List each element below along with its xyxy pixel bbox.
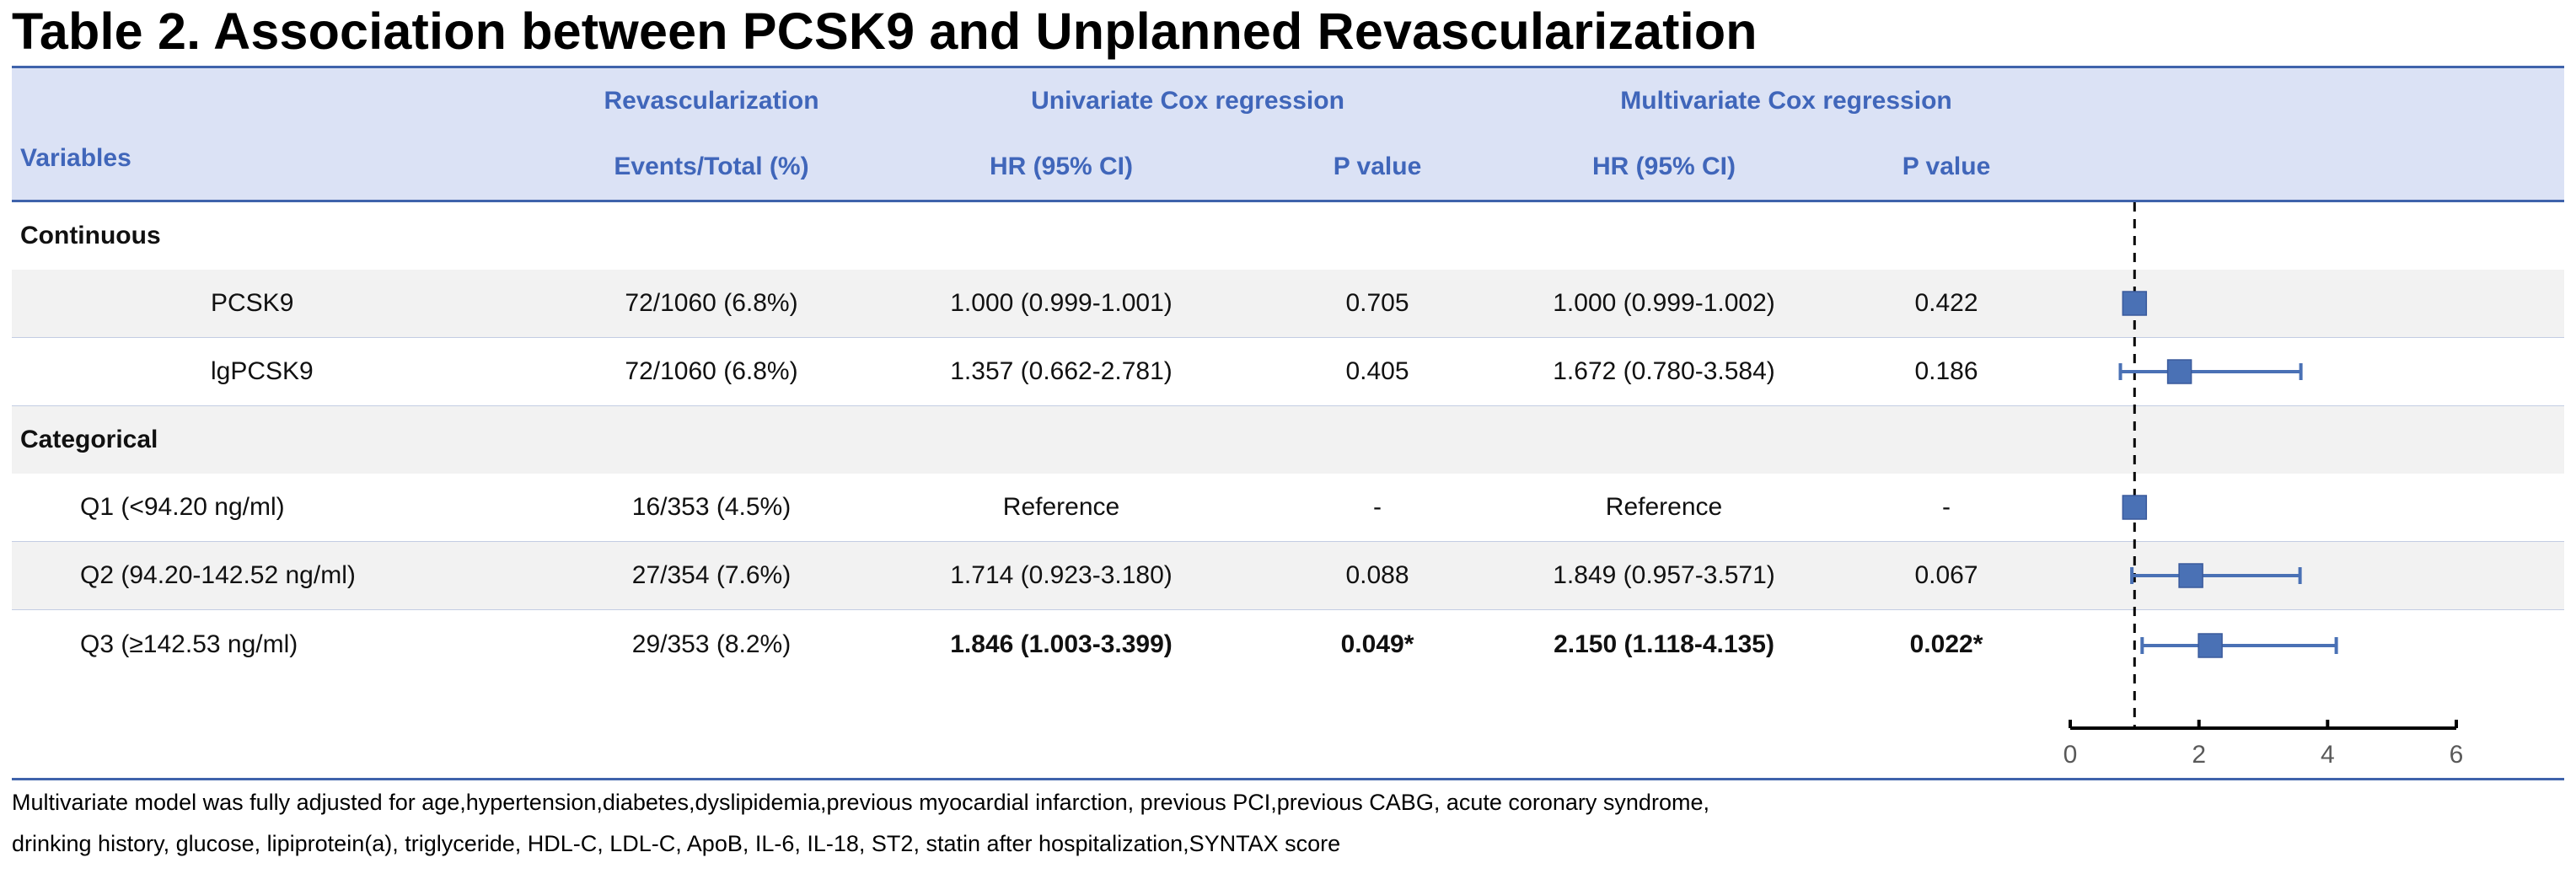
svg-text:2: 2 <box>2192 741 2206 769</box>
svg-text:0: 0 <box>2063 741 2078 769</box>
svg-text:4: 4 <box>2321 741 2335 769</box>
svg-text:6: 6 <box>2450 741 2464 769</box>
